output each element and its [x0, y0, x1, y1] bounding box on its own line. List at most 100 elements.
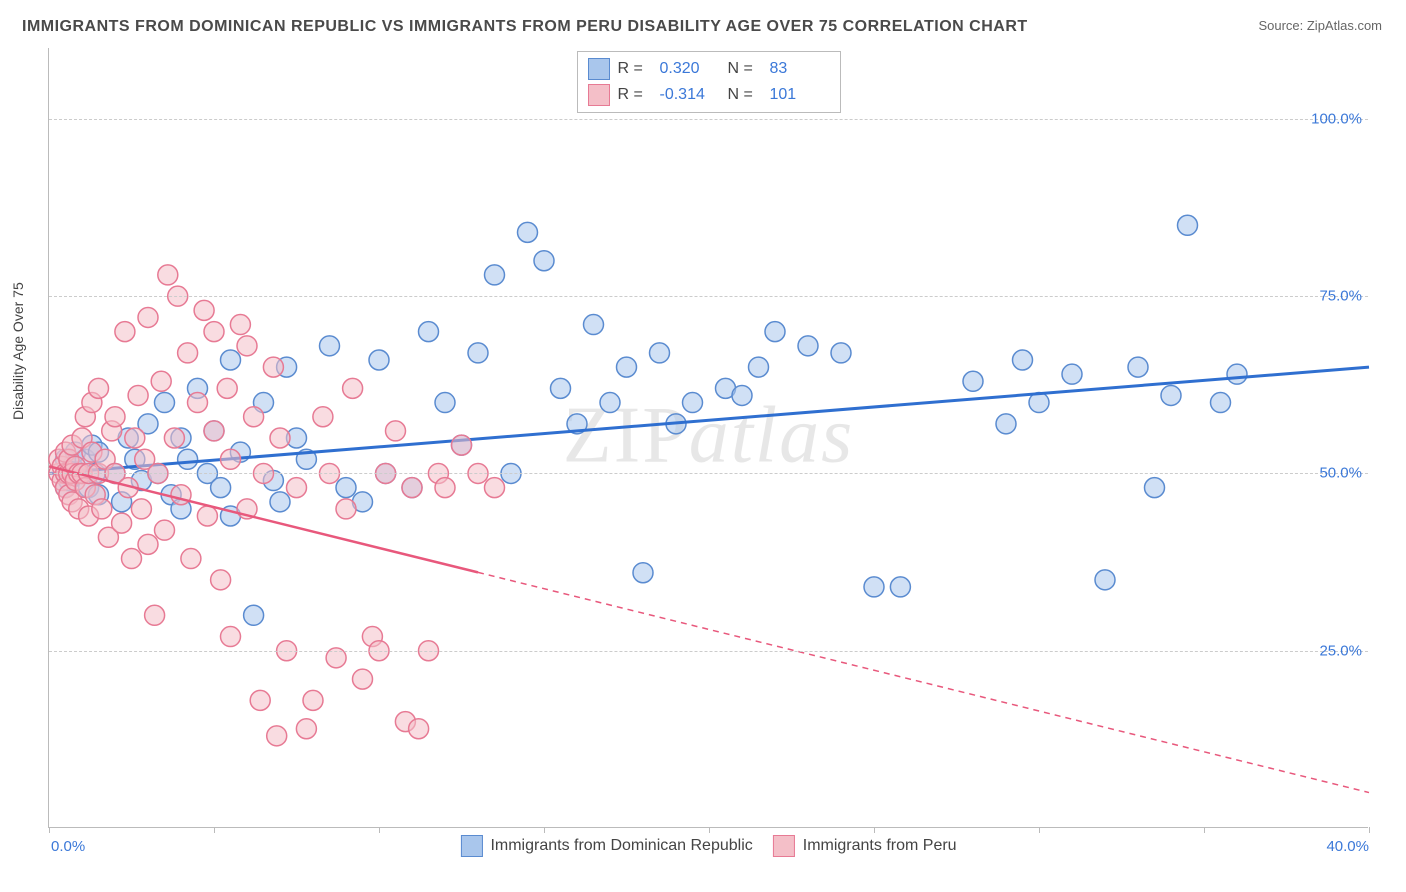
n-label: N = — [728, 86, 762, 104]
scatter-point — [244, 605, 264, 625]
x-tick-mark — [709, 827, 710, 833]
x-tick-label: 0.0% — [51, 838, 85, 855]
grid-line — [49, 651, 1368, 652]
x-tick-label: 40.0% — [1326, 838, 1369, 855]
scatter-point — [230, 315, 250, 335]
grid-line — [49, 473, 1368, 474]
r-value-1: 0.320 — [660, 60, 720, 78]
legend-item-dominican: Immigrants from Dominican Republic — [460, 835, 752, 857]
scatter-point — [188, 393, 208, 413]
scatter-point — [211, 478, 231, 498]
scatter-point — [296, 719, 316, 739]
x-tick-mark — [544, 827, 545, 833]
scatter-point — [435, 478, 455, 498]
y-tick-label: 50.0% — [1319, 465, 1362, 482]
x-tick-mark — [874, 827, 875, 833]
scatter-point — [211, 570, 231, 590]
scatter-point — [1013, 350, 1033, 370]
chart-plot-area: ZIPatlas R = 0.320 N = 83 R = -0.314 N =… — [48, 48, 1368, 828]
scatter-point — [89, 378, 109, 398]
legend-row-peru: R = -0.314 N = 101 — [588, 82, 830, 108]
scatter-point — [250, 690, 270, 710]
n-label: N = — [728, 60, 762, 78]
scatter-point — [197, 506, 217, 526]
scatter-point — [287, 478, 307, 498]
scatter-point — [313, 407, 333, 427]
scatter-point — [303, 690, 323, 710]
scatter-point — [155, 393, 175, 413]
scatter-point — [485, 478, 505, 498]
scatter-point — [600, 393, 620, 413]
scatter-point — [452, 435, 472, 455]
scatter-point — [217, 378, 237, 398]
scatter-point — [158, 265, 178, 285]
scatter-point — [732, 385, 752, 405]
scatter-point — [343, 378, 363, 398]
scatter-point — [145, 605, 165, 625]
scatter-point — [115, 322, 135, 342]
scatter-point — [1161, 385, 1181, 405]
scatter-point — [221, 627, 241, 647]
scatter-point — [1095, 570, 1115, 590]
scatter-point — [633, 563, 653, 583]
scatter-point — [1145, 478, 1165, 498]
scatter-point — [749, 357, 769, 377]
x-tick-mark — [49, 827, 50, 833]
scatter-point — [92, 499, 112, 519]
scatter-point — [151, 371, 171, 391]
y-tick-label: 25.0% — [1319, 642, 1362, 659]
scatter-point — [402, 478, 422, 498]
scatter-point — [194, 300, 214, 320]
scatter-point — [270, 492, 290, 512]
scatter-point — [204, 322, 224, 342]
grid-line — [49, 119, 1368, 120]
scatter-point — [155, 520, 175, 540]
scatter-point — [996, 414, 1016, 434]
chart-title: IMMIGRANTS FROM DOMINICAN REPUBLIC VS IM… — [22, 18, 1028, 36]
n-value-2: 101 — [770, 86, 830, 104]
series-legend: Immigrants from Dominican Republic Immig… — [460, 835, 956, 857]
scatter-point — [178, 343, 198, 363]
correlation-legend: R = 0.320 N = 83 R = -0.314 N = 101 — [577, 51, 841, 113]
x-tick-mark — [214, 827, 215, 833]
scatter-point — [617, 357, 637, 377]
swatch-blue — [588, 58, 610, 80]
y-tick-label: 75.0% — [1319, 288, 1362, 305]
scatter-point — [798, 336, 818, 356]
swatch-pink — [588, 84, 610, 106]
scatter-point — [534, 251, 554, 271]
scatter-point — [204, 421, 224, 441]
scatter-point — [270, 428, 290, 448]
scatter-point — [221, 449, 241, 469]
n-value-1: 83 — [770, 60, 830, 78]
legend-label-1: Immigrants from Dominican Republic — [490, 837, 752, 855]
scatter-point — [485, 265, 505, 285]
scatter-point — [353, 669, 373, 689]
scatter-point — [105, 407, 125, 427]
scatter-point — [864, 577, 884, 597]
scatter-point — [468, 343, 488, 363]
grid-line — [49, 296, 1368, 297]
scatter-point — [244, 407, 264, 427]
scatter-point — [320, 336, 340, 356]
scatter-point — [263, 357, 283, 377]
scatter-point — [131, 499, 151, 519]
scatter-point — [584, 315, 604, 335]
scatter-point — [369, 350, 389, 370]
scatter-point — [138, 534, 158, 554]
swatch-pink — [773, 835, 795, 857]
scatter-point — [221, 350, 241, 370]
scatter-point — [1128, 357, 1148, 377]
scatter-point — [336, 499, 356, 519]
scatter-point — [1227, 364, 1247, 384]
x-tick-mark — [1039, 827, 1040, 833]
legend-row-dominican: R = 0.320 N = 83 — [588, 56, 830, 82]
source-attribution: Source: ZipAtlas.com — [1258, 18, 1382, 33]
r-label: R = — [618, 60, 652, 78]
y-tick-label: 100.0% — [1311, 110, 1362, 127]
scatter-point — [164, 428, 184, 448]
x-tick-mark — [1369, 827, 1370, 833]
legend-label-2: Immigrants from Peru — [803, 837, 957, 855]
scatter-point — [419, 322, 439, 342]
scatter-svg — [49, 48, 1368, 827]
